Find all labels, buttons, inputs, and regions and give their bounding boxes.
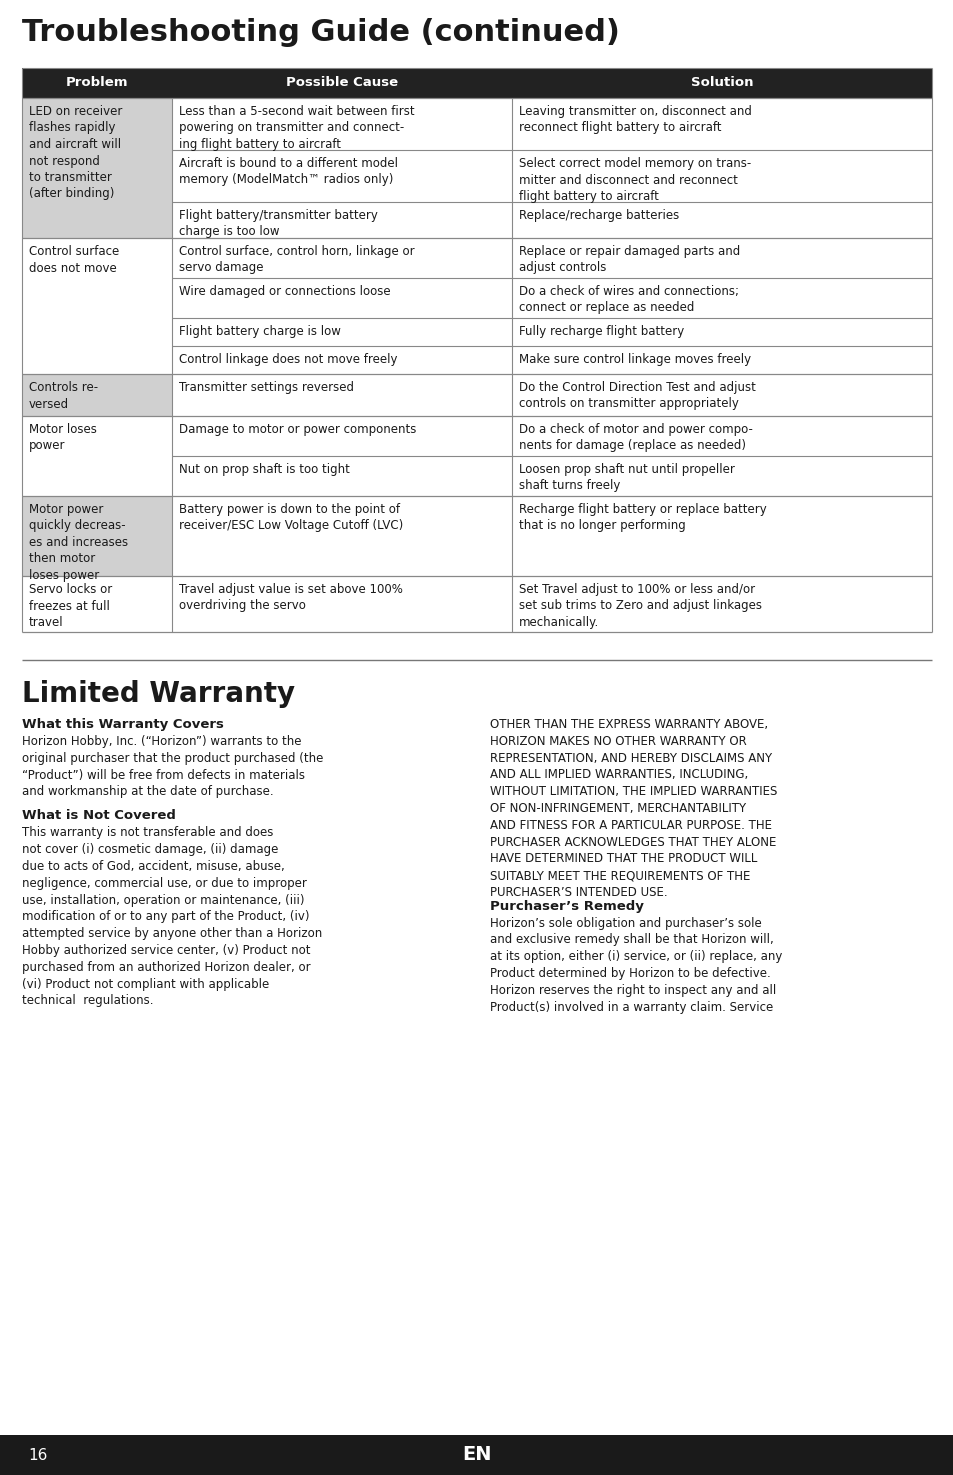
Bar: [22, 375, 172, 416]
Text: What this Warranty Covers: What this Warranty Covers: [22, 718, 224, 732]
Text: Make sure control linkage moves freely: Make sure control linkage moves freely: [518, 353, 750, 366]
Text: Motor loses
power: Motor loses power: [29, 423, 97, 453]
Text: Replace or repair damaged parts and
adjust controls: Replace or repair damaged parts and adju…: [518, 245, 740, 274]
Text: Solution: Solution: [690, 77, 753, 90]
Text: Do a check of wires and connections;
connect or replace as needed: Do a check of wires and connections; con…: [518, 285, 739, 314]
Text: Set Travel adjust to 100% or less and/or
set sub trims to Zero and adjust linkag: Set Travel adjust to 100% or less and/or…: [518, 583, 761, 628]
Text: Transmitter settings reversed: Transmitter settings reversed: [179, 381, 354, 394]
Text: Purchaser’s Remedy: Purchaser’s Remedy: [490, 900, 643, 913]
Text: Horizon’s sole obligation and purchaser’s sole
and exclusive remedy shall be tha: Horizon’s sole obligation and purchaser’…: [490, 916, 781, 1013]
Text: Problem: Problem: [66, 77, 128, 90]
Text: Recharge flight battery or replace battery
that is no longer performing: Recharge flight battery or replace batte…: [518, 503, 766, 532]
Text: LED on receiver
flashes rapidly
and aircraft will
not respond
to transmitter
(af: LED on receiver flashes rapidly and airc…: [29, 105, 122, 201]
Text: 16: 16: [28, 1447, 48, 1463]
Text: Do a check of motor and power compo-
nents for damage (replace as needed): Do a check of motor and power compo- nen…: [518, 423, 752, 453]
Text: Damage to motor or power components: Damage to motor or power components: [179, 423, 416, 437]
Text: Servo locks or
freezes at full
travel: Servo locks or freezes at full travel: [29, 583, 112, 628]
Text: Flight battery charge is low: Flight battery charge is low: [179, 324, 340, 338]
Text: EN: EN: [462, 1446, 491, 1465]
Text: Limited Warranty: Limited Warranty: [22, 680, 294, 708]
Text: Wire damaged or connections loose: Wire damaged or connections loose: [179, 285, 390, 298]
Bar: [22, 577, 172, 631]
Text: Leaving transmitter on, disconnect and
reconnect flight battery to aircraft: Leaving transmitter on, disconnect and r…: [518, 105, 751, 134]
Bar: [22, 68, 931, 97]
Bar: [22, 237, 172, 375]
Text: Loosen prop shaft nut until propeller
shaft turns freely: Loosen prop shaft nut until propeller sh…: [518, 463, 734, 493]
Text: Horizon Hobby, Inc. (“Horizon”) warrants to the
original purchaser that the prod: Horizon Hobby, Inc. (“Horizon”) warrants…: [22, 735, 323, 798]
Text: Travel adjust value is set above 100%
overdriving the servo: Travel adjust value is set above 100% ov…: [179, 583, 402, 612]
Text: Controls re-
versed: Controls re- versed: [29, 381, 98, 410]
Text: This warranty is not transferable and does
not cover (i) cosmetic damage, (ii) d: This warranty is not transferable and do…: [22, 826, 322, 1007]
Text: Replace/recharge batteries: Replace/recharge batteries: [518, 209, 679, 223]
Text: Possible Cause: Possible Cause: [286, 77, 397, 90]
Text: Less than a 5-second wait between first
powering on transmitter and connect-
ing: Less than a 5-second wait between first …: [179, 105, 415, 150]
Text: Motor power
quickly decreas-
es and increases
then motor
loses power: Motor power quickly decreas- es and incr…: [29, 503, 128, 583]
Text: Control surface
does not move: Control surface does not move: [29, 245, 119, 274]
Text: Do the Control Direction Test and adjust
controls on transmitter appropriately: Do the Control Direction Test and adjust…: [518, 381, 755, 410]
Text: Fully recharge flight battery: Fully recharge flight battery: [518, 324, 683, 338]
Bar: [0, 1435, 953, 1475]
Text: OTHER THAN THE EXPRESS WARRANTY ABOVE,
HORIZON MAKES NO OTHER WARRANTY OR
REPRES: OTHER THAN THE EXPRESS WARRANTY ABOVE, H…: [490, 718, 777, 898]
Bar: [22, 97, 172, 237]
Text: Battery power is down to the point of
receiver/ESC Low Voltage Cutoff (LVC): Battery power is down to the point of re…: [179, 503, 403, 532]
Text: Aircraft is bound to a different model
memory (ModelMatch™ radios only): Aircraft is bound to a different model m…: [179, 156, 397, 186]
Text: Nut on prop shaft is too tight: Nut on prop shaft is too tight: [179, 463, 350, 476]
Text: Control linkage does not move freely: Control linkage does not move freely: [179, 353, 397, 366]
Bar: [22, 496, 172, 577]
Text: Control surface, control horn, linkage or
servo damage: Control surface, control horn, linkage o…: [179, 245, 415, 274]
Bar: [22, 416, 172, 496]
Text: What is Not Covered: What is Not Covered: [22, 810, 175, 823]
Text: Troubleshooting Guide (continued): Troubleshooting Guide (continued): [22, 18, 619, 47]
Text: Select correct model memory on trans-
mitter and disconnect and reconnect
flight: Select correct model memory on trans- mi…: [518, 156, 750, 204]
Text: Flight battery/transmitter battery
charge is too low: Flight battery/transmitter battery charg…: [179, 209, 377, 239]
